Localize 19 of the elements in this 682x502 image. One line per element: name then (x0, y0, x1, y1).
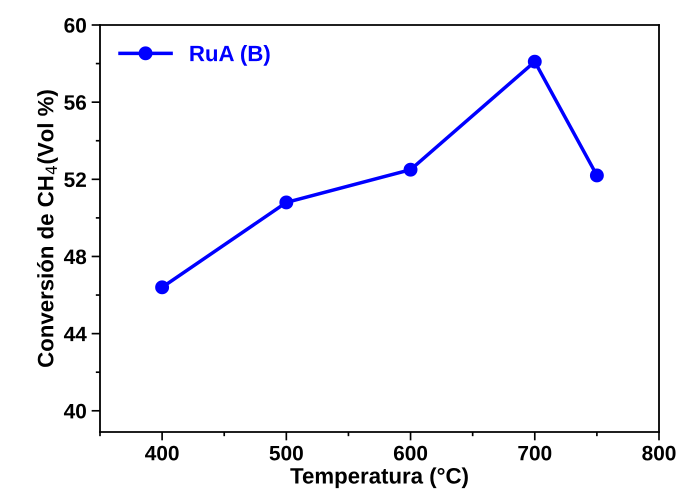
point (279, 196, 294, 210)
y-tick-label: 48 (64, 249, 86, 264)
y-tick-label: 52 (64, 172, 86, 188)
x-tick-label: 700 (518, 446, 552, 460)
point (528, 54, 542, 69)
point (590, 168, 604, 182)
y-tick-label: 60 (64, 18, 86, 33)
x-tick-label: 600 (394, 446, 428, 460)
x-tick-label: 800 (642, 446, 676, 460)
point (155, 280, 170, 294)
y-tick-label: 56 (64, 95, 86, 110)
y-tick-label: 44 (64, 326, 87, 342)
legend-label: RuA (B) (190, 45, 270, 66)
x-axis-title: Temperatura (°C) (290, 467, 468, 488)
point (404, 162, 418, 177)
y-tick-label: 40 (64, 404, 86, 419)
x-tick-label: 500 (270, 446, 303, 460)
y-axis-title: Conversión de CH$_{4}$(Vol %) (36, 90, 58, 367)
x-tick-label: 400 (145, 446, 179, 460)
